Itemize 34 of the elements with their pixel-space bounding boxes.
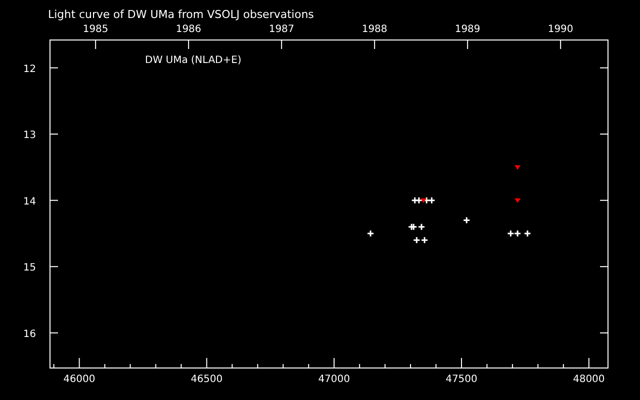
x2-tick-label: 1986 [176, 24, 202, 35]
y-tick-label: 12 [23, 64, 36, 75]
point [506, 230, 514, 238]
y-tick-label: 14 [23, 196, 36, 208]
x2-tick-label: 1985 [82, 24, 108, 35]
point [366, 230, 374, 238]
point [411, 196, 419, 204]
point [462, 216, 470, 224]
x2-tick-label: 1988 [362, 24, 388, 35]
chart-title: Light curve of DW UMa from VSOLJ observations [48, 8, 314, 21]
point [428, 196, 436, 204]
x2-tick-label: 1987 [268, 24, 294, 35]
annotation: DW UMa (NLAD+E) [145, 55, 242, 66]
x-tick-label: 48000 [572, 374, 605, 385]
x-tick-label: 46500 [190, 374, 223, 385]
point [408, 223, 416, 231]
point [418, 223, 426, 231]
point [514, 198, 521, 203]
x2-tick-label: 1989 [454, 24, 480, 35]
x-tick-label: 46000 [63, 374, 96, 385]
point [514, 230, 522, 238]
x-tick-label: 47000 [318, 374, 350, 385]
point [412, 236, 420, 244]
y-tick-label: 13 [23, 130, 36, 142]
point [514, 165, 521, 170]
point [524, 230, 532, 238]
y-tick-label: 15 [23, 262, 36, 274]
x-tick-label: 47500 [446, 374, 478, 385]
point [415, 196, 423, 204]
x2-tick-label: 1990 [548, 24, 574, 35]
point [420, 236, 428, 244]
point [410, 223, 418, 231]
y-tick-label: 16 [23, 328, 36, 340]
point [420, 198, 427, 203]
